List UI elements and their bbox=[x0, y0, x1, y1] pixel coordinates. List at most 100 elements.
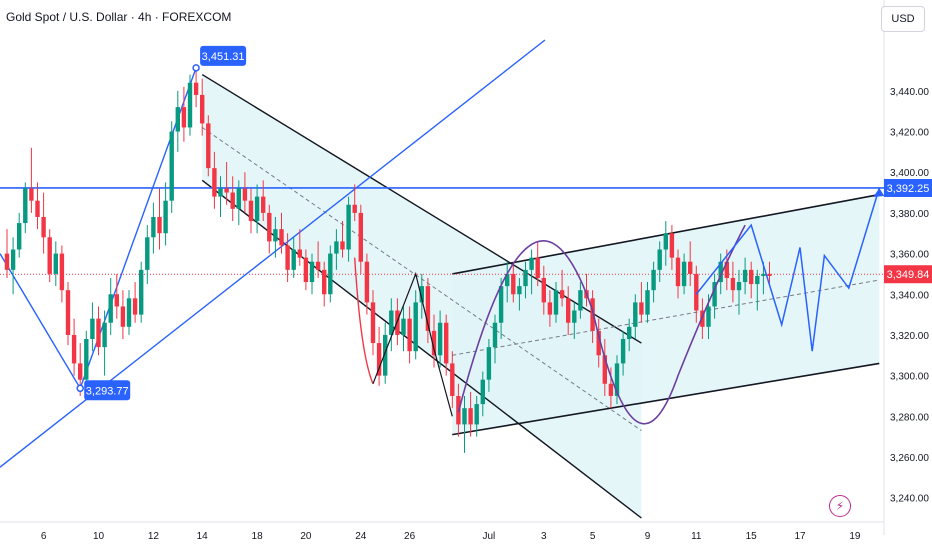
candle-body bbox=[535, 257, 540, 278]
candle-body bbox=[41, 216, 46, 238]
candle-body bbox=[712, 282, 717, 307]
candle-body bbox=[761, 273, 766, 276]
candle-body bbox=[553, 290, 559, 315]
candle-body bbox=[608, 383, 614, 396]
y-tick-label: 3,360.00 bbox=[890, 250, 929, 261]
candle-body bbox=[126, 298, 132, 327]
candle-body bbox=[71, 334, 77, 364]
candle-body bbox=[163, 200, 168, 234]
candle-body bbox=[736, 282, 742, 291]
candle-body bbox=[193, 82, 199, 95]
ascending-channel-lower bbox=[452, 362, 880, 436]
candle-body bbox=[352, 204, 357, 213]
candle-body bbox=[303, 257, 309, 283]
candle-body bbox=[309, 261, 315, 283]
currency-badge[interactable]: USD bbox=[881, 6, 925, 32]
candle-body bbox=[523, 269, 528, 287]
candle-body bbox=[498, 286, 504, 323]
x-tick-label: 17 bbox=[794, 531, 806, 542]
candle-body bbox=[425, 286, 431, 331]
candle-body bbox=[407, 318, 412, 352]
candle-body bbox=[468, 408, 473, 425]
candle-body bbox=[663, 233, 668, 250]
candle-body bbox=[596, 330, 601, 356]
candle-body bbox=[437, 322, 443, 356]
candle-body bbox=[669, 233, 675, 258]
candle-body bbox=[328, 253, 333, 295]
candle-body bbox=[47, 237, 52, 274]
candle-body bbox=[346, 204, 351, 250]
candle-body bbox=[401, 318, 406, 335]
candle-body bbox=[413, 302, 418, 352]
candle-body bbox=[248, 200, 254, 222]
candle-body bbox=[261, 196, 266, 213]
lightning-bolt-icon[interactable]: ⚡ bbox=[829, 495, 851, 517]
candle-body bbox=[730, 277, 736, 291]
candle-body bbox=[267, 212, 272, 242]
candle-body bbox=[688, 261, 693, 274]
candle-body bbox=[334, 241, 339, 254]
candle-body bbox=[694, 273, 699, 311]
x-tick-label: Jul bbox=[483, 531, 496, 542]
candle-body bbox=[358, 212, 363, 262]
candle-body bbox=[431, 330, 437, 356]
pivot-label: 3,451.31 bbox=[202, 51, 245, 63]
bearish-arc bbox=[354, 257, 374, 385]
candle-body bbox=[84, 339, 89, 380]
candle-body bbox=[35, 200, 40, 217]
candle-body bbox=[742, 269, 748, 283]
candle-body bbox=[724, 261, 729, 278]
y-tick-label: 3,280.00 bbox=[890, 412, 929, 423]
candle-body bbox=[236, 188, 241, 209]
y-tick-label: 3,240.00 bbox=[890, 494, 929, 505]
x-tick-label: 11 bbox=[691, 531, 702, 542]
candle-body bbox=[383, 334, 388, 376]
candle-body bbox=[279, 229, 284, 246]
candle-body bbox=[370, 302, 376, 344]
candle-body bbox=[517, 286, 522, 295]
x-tick-label: 24 bbox=[355, 531, 367, 542]
candle-body bbox=[639, 302, 644, 315]
candle-body bbox=[340, 241, 345, 250]
projection-arrowhead bbox=[873, 187, 885, 197]
pivot-marker bbox=[192, 64, 200, 72]
candle-body bbox=[419, 286, 424, 303]
x-tick-label: 15 bbox=[746, 531, 758, 542]
cup-arc bbox=[457, 224, 746, 425]
candle-body bbox=[187, 82, 193, 128]
y-tick-label: 3,340.00 bbox=[890, 290, 929, 301]
pivot-badge bbox=[200, 45, 247, 66]
correction-zigzag bbox=[372, 271, 453, 417]
candle-body bbox=[297, 249, 302, 258]
candle-body bbox=[96, 318, 101, 348]
x-tick-label: 10 bbox=[93, 531, 105, 542]
candle-body bbox=[285, 245, 290, 270]
candle-body bbox=[450, 363, 455, 396]
candle-body bbox=[718, 261, 723, 283]
candle-body bbox=[389, 310, 394, 335]
candle-body bbox=[59, 253, 65, 291]
candle-body bbox=[376, 343, 382, 376]
y-tick-label: 3,380.00 bbox=[890, 209, 929, 220]
candle-body bbox=[139, 269, 144, 315]
x-tick-label: 14 bbox=[197, 531, 209, 542]
candle-body bbox=[627, 326, 632, 340]
resistance-price-badge-bg bbox=[884, 178, 932, 197]
candle-body bbox=[529, 257, 534, 270]
candle-body bbox=[651, 269, 656, 291]
pivot-marker bbox=[76, 384, 84, 393]
candle-body bbox=[132, 298, 138, 315]
candle-body bbox=[645, 290, 650, 315]
y-tick-label: 3,320.00 bbox=[890, 331, 929, 342]
candle-body bbox=[462, 408, 467, 425]
candle-body bbox=[364, 261, 370, 303]
pivot-label: 3,293.77 bbox=[86, 385, 129, 397]
last-price-badge-bg bbox=[884, 265, 932, 284]
x-tick-label: 6 bbox=[41, 531, 47, 542]
candle-body bbox=[242, 188, 248, 201]
ascending-channel-mid bbox=[452, 279, 880, 356]
candle-body bbox=[53, 253, 58, 274]
chart-title: Gold Spot / U.S. Dollar · 4h · FOREXCOM bbox=[6, 10, 232, 24]
